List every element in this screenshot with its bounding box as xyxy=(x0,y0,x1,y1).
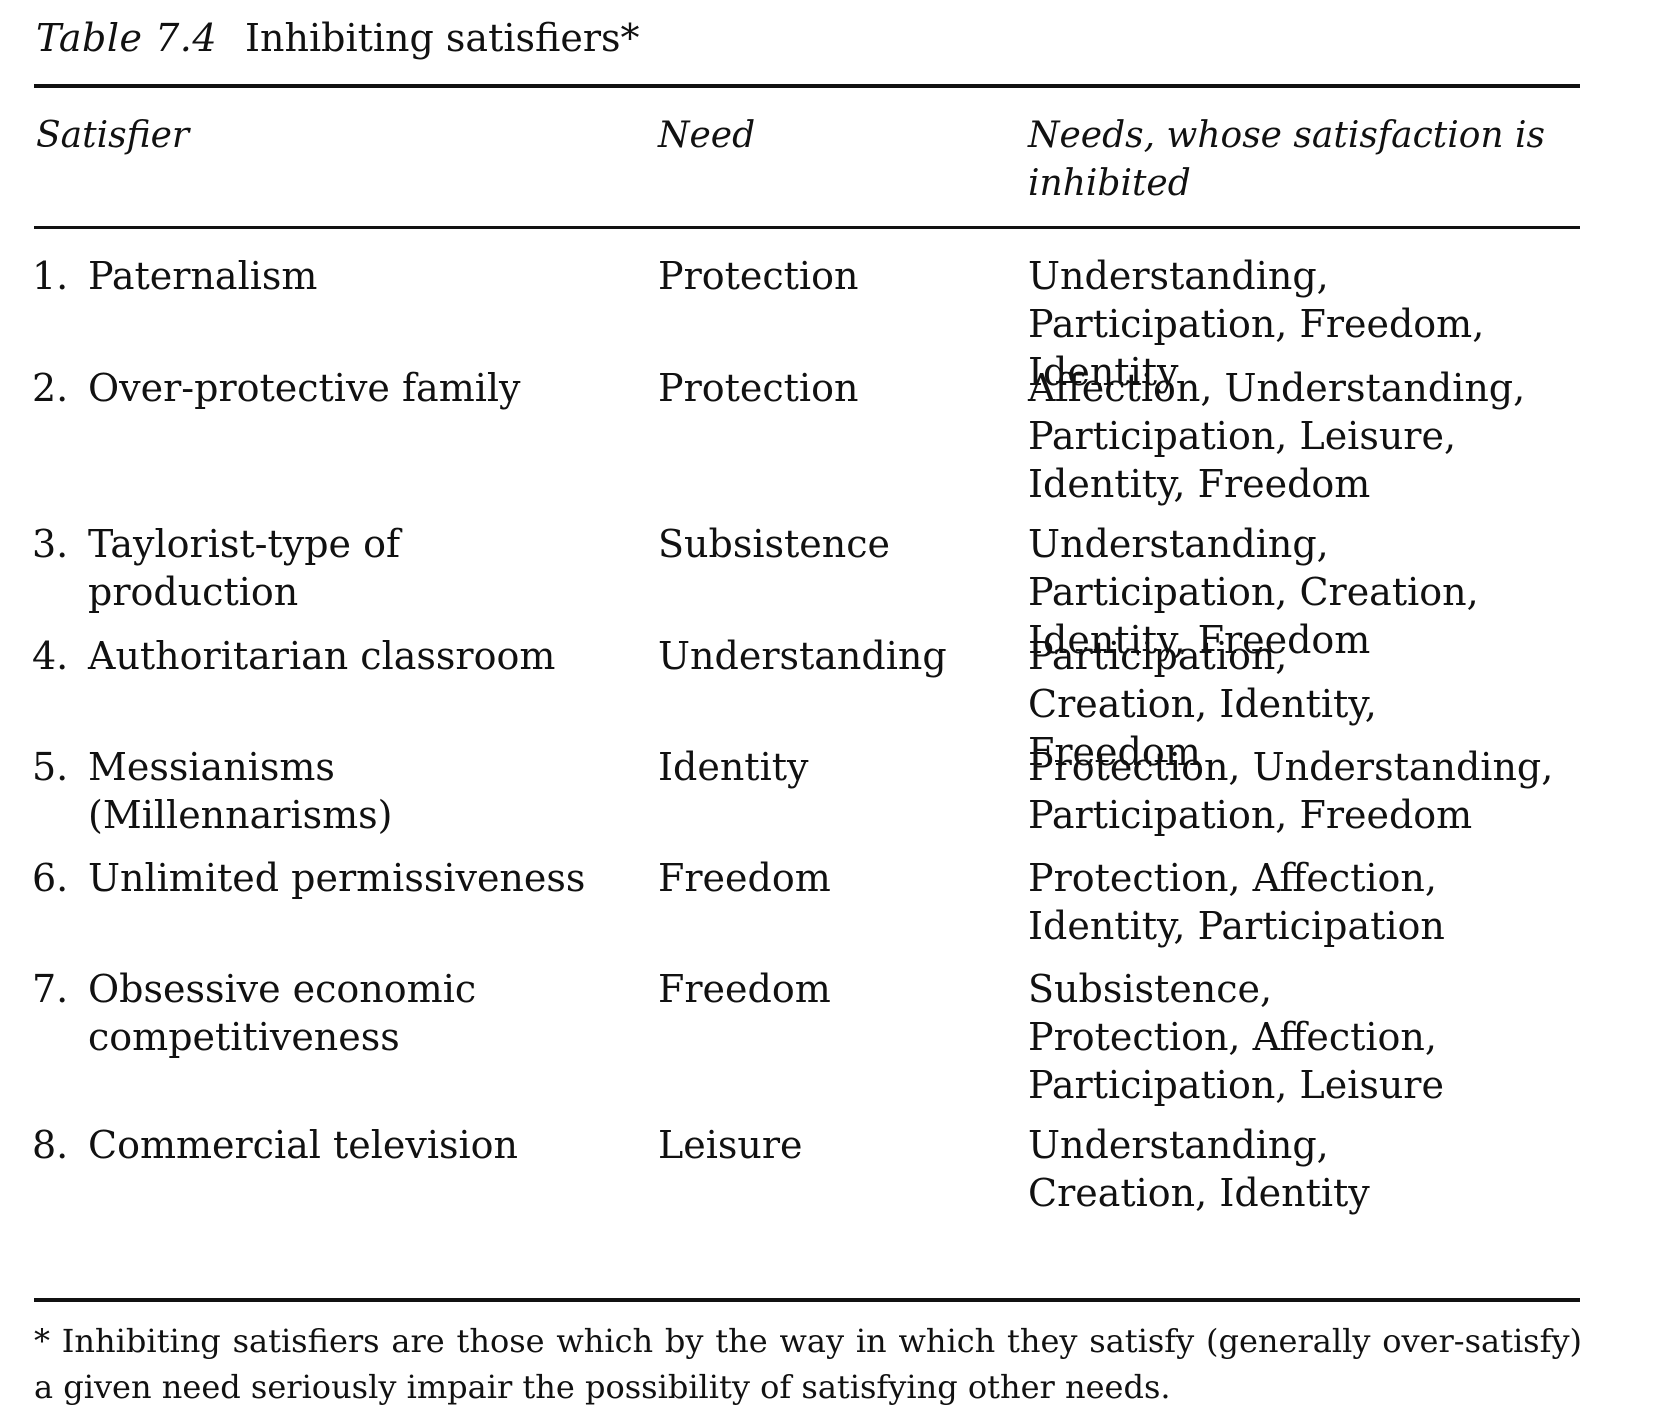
inhibited-needs-cell: Understanding, Participation, Creation, … xyxy=(1028,522,1479,662)
row-number: 3. xyxy=(32,522,69,566)
inhibited-needs-cell: Affection, Understanding, Participation,… xyxy=(1028,366,1526,506)
row-number: 4. xyxy=(32,634,69,678)
satisfier-cell: Unlimited permissiveness xyxy=(88,856,586,900)
need-cell: Identity xyxy=(658,745,809,789)
inhibited-needs-cell: Subsistence, Protection, Affection, Part… xyxy=(1028,967,1444,1107)
table-row: 7. Obsessive economic competitiveness Fr… xyxy=(0,965,1664,1121)
inhibited-needs-cell: Protection, Understanding, Participation… xyxy=(1028,745,1554,837)
row-number: 6. xyxy=(32,856,69,900)
satisfier-cell: Obsessive economic competitiveness xyxy=(88,967,477,1059)
need-cell: Subsistence xyxy=(658,522,890,566)
satisfier-cell: Paternalism xyxy=(88,254,318,298)
table-title: Inhibiting satisfiers* xyxy=(245,16,640,60)
satisfier-cell: Commercial television xyxy=(88,1123,519,1167)
row-number: 1. xyxy=(32,254,69,298)
need-cell: Leisure xyxy=(658,1123,803,1167)
row-number: 7. xyxy=(32,967,69,1011)
table-number: Table 7.4 xyxy=(36,16,218,60)
need-cell: Understanding xyxy=(658,634,947,678)
need-cell: Protection xyxy=(658,366,859,410)
table-footnote: * Inhibiting satisfiers are those which … xyxy=(34,1322,1582,1406)
table-row: 1. Paternalism Protection Understanding,… xyxy=(0,252,1664,394)
table-row: 3. Taylorist-type of production Subsiste… xyxy=(0,520,1664,662)
need-cell: Freedom xyxy=(658,967,831,1011)
header-rule xyxy=(34,226,1580,229)
row-number: 8. xyxy=(32,1123,69,1167)
table-caption: Table 7.4 Inhibiting satisfiers* xyxy=(36,14,640,62)
top-rule xyxy=(34,84,1580,88)
inhibited-needs-cell: Understanding, Participation, Freedom, I… xyxy=(1028,254,1485,394)
inhibited-needs-cell: Protection, Affection, Identity, Partici… xyxy=(1028,856,1445,948)
table-row: 6. Unlimited permissiveness Freedom Prot… xyxy=(0,854,1664,965)
satisfier-cell: Messianisms (Millennarisms) xyxy=(88,745,393,837)
satisfier-cell: Taylorist-type of production xyxy=(88,522,401,614)
header-inhibited-needs: Needs, whose satisfaction is inhibited xyxy=(1028,115,1546,204)
table-body: 1. Paternalism Protection Understanding,… xyxy=(0,252,1664,1233)
header-need: Need xyxy=(658,115,756,156)
table-row: 4. Authoritarian classroom Understanding… xyxy=(0,632,1664,774)
row-number: 5. xyxy=(32,745,69,789)
inhibited-needs-cell: Understanding, Creation, Identity xyxy=(1028,1123,1370,1215)
table-row: 2. Over-protective family Protection Aff… xyxy=(0,364,1664,520)
bottom-rule xyxy=(34,1298,1580,1302)
need-cell: Freedom xyxy=(658,856,831,900)
satisfier-cell: Over-protective family xyxy=(88,366,521,410)
satisfier-cell: Authoritarian classroom xyxy=(88,634,556,678)
row-number: 2. xyxy=(32,366,69,410)
need-cell: Protection xyxy=(658,254,859,298)
header-satisfier: Satisfier xyxy=(36,115,190,156)
table-row: 8. Commercial television Leisure Underst… xyxy=(0,1121,1664,1233)
table-row: 5. Messianisms (Millennarisms) Identity … xyxy=(0,743,1664,854)
inhibited-needs-cell: Participation, Creation, Identity, Freed… xyxy=(1028,634,1377,774)
